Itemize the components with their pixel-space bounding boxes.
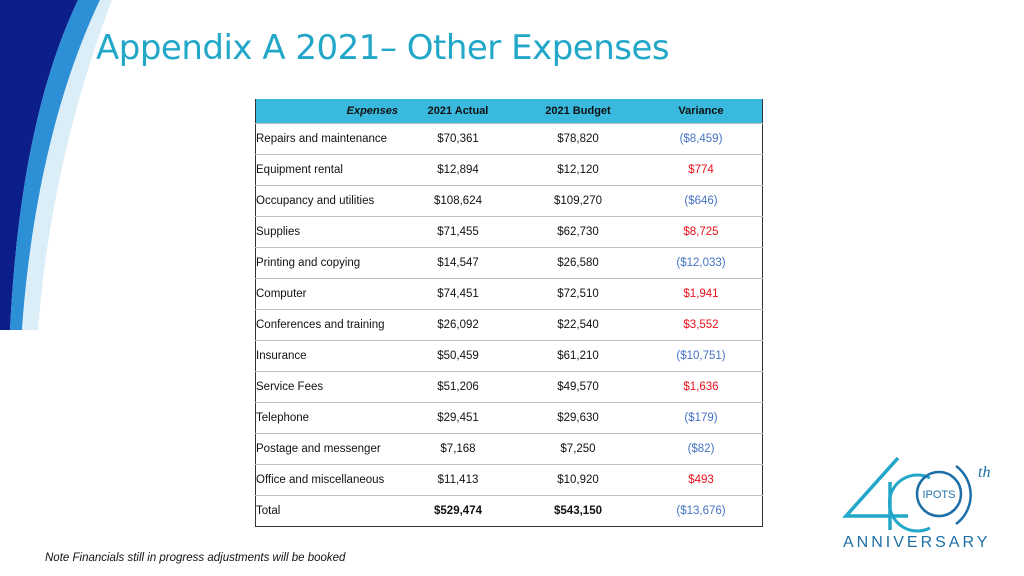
table-header-row: Expenses 2021 Actual 2021 Budget Varianc… <box>255 99 763 123</box>
header-budget: 2021 Budget <box>545 104 611 117</box>
table-row: Telephone $29,451 $29,630 ($179) <box>255 401 763 433</box>
corner-swoosh-decoration <box>0 0 112 330</box>
table-row: Office and miscellaneous $11,413 $10,920 $4… <box>255 463 763 495</box>
budget-value: $61,210 <box>516 339 640 371</box>
budget-value: $72,510 <box>516 277 640 309</box>
variance-value: ($10,751) <box>640 339 763 371</box>
budget-value: $7,250 <box>516 432 640 464</box>
variance-value: ($12,033) <box>640 246 763 278</box>
budget-value: $12,120 <box>516 153 640 185</box>
table-row: Supplies $71,455 $62,730 $8,725 <box>255 215 763 247</box>
expense-label: Computer <box>255 277 400 309</box>
table-row: Computer $74,451 $72,510 $1,941 <box>255 277 763 309</box>
table-row: Insurance $50,459 $61,210 ($10,751) <box>255 339 763 371</box>
expense-label: Service Fees <box>255 370 400 402</box>
actual-value: $50,459 <box>400 339 516 371</box>
variance-value: $3,552 <box>640 308 763 340</box>
variance-value: ($179) <box>640 401 763 433</box>
actual-value: $12,894 <box>400 153 516 185</box>
budget-value: $543,150 <box>516 494 640 526</box>
actual-value: $26,092 <box>400 308 516 340</box>
actual-value: $7,168 <box>400 432 516 464</box>
expenses-table: Expenses 2021 Actual 2021 Budget Varianc… <box>255 99 763 527</box>
actual-value: $51,206 <box>400 370 516 402</box>
budget-value: $26,580 <box>516 246 640 278</box>
table-row: Postage and messenger $7,168 $7,250 ($82) <box>255 432 763 464</box>
budget-value: $109,270 <box>516 184 640 216</box>
variance-value: ($8,459) <box>640 122 763 154</box>
header-variance: Variance <box>678 104 724 117</box>
actual-value: $29,451 <box>400 401 516 433</box>
actual-value: $74,451 <box>400 277 516 309</box>
table-row: Conferences and training $26,092 $22,540 $3… <box>255 308 763 340</box>
variance-value: ($646) <box>640 184 763 216</box>
table-body: Repairs and maintenance $70,361 $78,820 ($8… <box>255 122 763 526</box>
variance-value: $1,636 <box>640 370 763 402</box>
table-row: Service Fees $51,206 $49,570 $1,636 <box>255 370 763 402</box>
actual-value: $108,624 <box>400 184 516 216</box>
table-row: Printing and copying $14,547 $26,580 ($12,0… <box>255 246 763 278</box>
table-row: Repairs and maintenance $70,361 $78,820 ($8… <box>255 122 763 154</box>
variance-value: $8,725 <box>640 215 763 247</box>
expense-label: Insurance <box>255 339 400 371</box>
actual-value: $11,413 <box>400 463 516 495</box>
header-expenses: Expenses <box>346 104 398 117</box>
expense-label: Postage and messenger <box>255 432 400 464</box>
expense-label: Supplies <box>255 215 400 247</box>
budget-value: $29,630 <box>516 401 640 433</box>
actual-value: $71,455 <box>400 215 516 247</box>
logo-brand: IPOTS <box>922 489 955 501</box>
variance-value: $774 <box>640 153 763 185</box>
actual-value: $14,547 <box>400 246 516 278</box>
table-row: Equipment rental $12,894 $12,120 $774 <box>255 153 763 185</box>
logo-number: 40 <box>838 452 840 453</box>
actual-value: $529,474 <box>400 494 516 526</box>
variance-value: ($13,676) <box>640 494 763 526</box>
expense-label: Equipment rental <box>255 153 400 185</box>
table-row: Occupancy and utilities $108,624 $109,270(… <box>255 184 763 216</box>
variance-value: ($82) <box>640 432 763 464</box>
budget-value: $10,920 <box>516 463 640 495</box>
slide-title: Appendix A 2021– Other Expenses <box>96 28 670 68</box>
anniversary-logo: IPOTS th 40 <box>838 452 990 533</box>
expense-label: Occupancy and utilities <box>255 184 400 216</box>
footnote: Note Financials still in progress adjust… <box>45 552 346 564</box>
expense-label: Printing and copying <box>255 246 400 278</box>
budget-value: $49,570 <box>516 370 640 402</box>
total-row: Total $529,474 $543,150 ($13,676) <box>255 494 763 526</box>
expense-label: Office and miscellaneous <box>255 463 400 495</box>
budget-value: $22,540 <box>516 308 640 340</box>
expense-label: Repairs and maintenance <box>255 122 400 154</box>
expense-label: Telephone <box>255 401 400 433</box>
expense-label: Total <box>255 494 400 526</box>
expense-label: Conferences and training <box>255 308 400 340</box>
header-actual: 2021 Actual <box>427 104 489 117</box>
actual-value: $70,361 <box>400 122 516 154</box>
budget-value: $78,820 <box>516 122 640 154</box>
logo-tagline: ANNIVERSARY <box>843 534 991 551</box>
variance-value: $1,941 <box>640 277 763 309</box>
logo-superscript: th <box>978 464 990 481</box>
variance-value: $493 <box>640 463 763 495</box>
budget-value: $62,730 <box>516 215 640 247</box>
